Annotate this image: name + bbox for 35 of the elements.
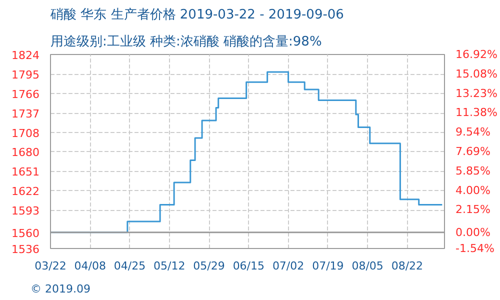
y2-tick-label: -1.54%: [456, 242, 494, 255]
y-tick-label: 1593: [12, 204, 40, 218]
y-tick-label: 1766: [12, 88, 40, 102]
y-tick-label: 1536: [12, 243, 40, 256]
x-tick-label: 08/05: [352, 260, 384, 272]
y2-tick-label: 16.92%: [456, 48, 498, 61]
y-tick-label: 1651: [12, 166, 40, 179]
x-tick-label: 08/22: [391, 260, 424, 272]
y2-tick-label: 15.08%: [456, 67, 498, 80]
y2-tick-label: 13.23%: [456, 86, 498, 100]
y-tick-label: 1708: [12, 127, 40, 140]
y2-tick-label: 9.54%: [456, 126, 490, 139]
y-tick-label: 1824: [12, 49, 40, 62]
y-tick-label: 1560: [12, 226, 40, 240]
x-tick-label: 03/22: [34, 260, 66, 272]
y-tick-label: 1737: [12, 108, 40, 121]
x-tick-label: 07/19: [312, 260, 344, 272]
text: © 2019.09: [30, 282, 90, 296]
x-tick-label: 04/25: [114, 260, 146, 272]
chart-title: 硝酸 华东 生产者价格 2019-03-22 - 2019-09-06: [50, 8, 344, 22]
y-tick-label: 1795: [12, 68, 40, 82]
x-tick-label: 07/02: [272, 260, 304, 272]
x-tick-label: 04/08: [74, 260, 106, 272]
x-tick-label: 06/15: [232, 260, 265, 272]
y2-tick-label: 11.38%: [456, 106, 498, 120]
x-tick-label: 05/12: [154, 260, 186, 272]
y2-tick-label: 0.00%: [456, 226, 490, 239]
chart-subtitle: 用途级别:工业级 种类:浓硝酸 硝酸的含量:98%: [50, 34, 322, 50]
x-tick-label: 05/29: [193, 260, 225, 272]
y2-tick-label: 7.69%: [456, 145, 490, 158]
y2-tick-label: 5.85%: [456, 164, 490, 178]
y2-tick-label: 2.15%: [456, 203, 490, 216]
y2-tick-label: 4.00%: [456, 184, 490, 197]
y-tick-label: 1622: [12, 185, 40, 198]
y-tick-label: 1680: [12, 146, 40, 159]
